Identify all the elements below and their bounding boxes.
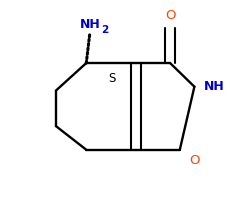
Text: NH: NH bbox=[80, 18, 101, 31]
Text: O: O bbox=[189, 154, 200, 167]
Text: NH: NH bbox=[204, 80, 225, 93]
Text: S: S bbox=[108, 72, 115, 85]
Text: 2: 2 bbox=[101, 25, 108, 34]
Text: O: O bbox=[165, 9, 175, 22]
